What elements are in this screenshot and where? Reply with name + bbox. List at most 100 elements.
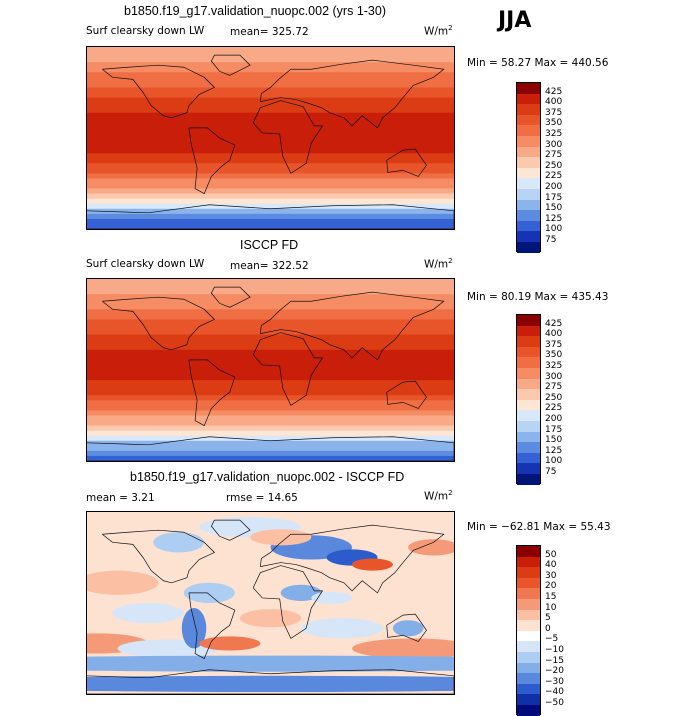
field-anomaly <box>199 636 261 651</box>
field-band <box>87 420 454 427</box>
coastline <box>87 204 454 229</box>
field-band <box>87 153 454 159</box>
field-band <box>87 294 454 300</box>
panel-3-units-exp: 2 <box>448 489 453 497</box>
colorbar-segment <box>517 378 540 390</box>
field-band <box>87 57 454 63</box>
field-band <box>87 47 454 53</box>
panel-2-mean: mean= 322.52 <box>230 260 309 272</box>
field-anomaly <box>408 539 454 556</box>
panel-1-mean: mean= 325.72 <box>230 26 309 38</box>
colorbar-segment <box>517 189 540 201</box>
field-anomaly <box>311 591 353 605</box>
panel-1-map-svg <box>87 47 454 229</box>
field-anomaly <box>153 532 205 553</box>
colorbar-tick-label: 425 <box>545 86 563 97</box>
field-band <box>87 324 454 331</box>
colorbar-segment <box>517 652 540 664</box>
field-band <box>87 329 454 336</box>
colorbar-segment <box>517 421 540 433</box>
field-band <box>87 349 454 356</box>
field-band <box>87 380 454 386</box>
colorbar-segment <box>517 104 540 116</box>
field-band <box>87 309 454 315</box>
field-band <box>87 370 454 376</box>
field-band <box>87 284 454 290</box>
colorbar-tick-label: 400 <box>545 329 563 340</box>
colorbar-segment <box>517 157 540 169</box>
field-band <box>87 97 454 104</box>
field-anomaly <box>352 558 393 571</box>
field-band <box>87 127 454 134</box>
coastline <box>102 529 216 584</box>
coastline <box>188 359 236 427</box>
colorbar-tick-label: 100 <box>545 224 563 235</box>
panel-2-variable-label: Surf clearsky down LW <box>86 258 205 270</box>
field-band <box>87 359 454 366</box>
colorbar-tick-label: 40 <box>545 560 557 571</box>
colorbar-segment <box>517 399 540 411</box>
field-anomaly <box>87 655 454 672</box>
coastline <box>252 332 324 406</box>
colorbar-segment <box>517 474 540 486</box>
colorbar-tick-label: 5 <box>545 613 551 624</box>
colorbar-segment <box>517 452 540 464</box>
field-band <box>87 425 454 432</box>
panel-3-units-base: W/m <box>424 490 449 503</box>
colorbar-tick-label: 125 <box>545 445 563 456</box>
field-band <box>87 334 454 341</box>
colorbar-segment <box>517 83 540 95</box>
coastline <box>102 296 216 351</box>
colorbar-segment <box>517 146 540 158</box>
colorbar-segment <box>517 431 540 443</box>
colorbar-segment <box>517 641 540 653</box>
field-band <box>87 410 454 417</box>
panel-2-units-base: W/m <box>424 258 449 271</box>
colorbar-tick-label: 325 <box>545 361 563 371</box>
colorbar-segment <box>517 220 540 232</box>
colorbar-tick-label: −5 <box>545 634 559 645</box>
field-band <box>87 289 454 295</box>
colorbar-segment <box>517 325 540 337</box>
panel-1-variable-label: Surf clearsky down LW <box>86 25 205 37</box>
colorbar-segment <box>517 178 540 190</box>
colorbar-box <box>516 545 541 716</box>
field-band <box>87 395 454 401</box>
panel-3-units: W/m2 <box>424 489 453 503</box>
colorbar-segment <box>517 368 540 380</box>
field-anomaly <box>250 529 312 546</box>
colorbar-tick-label: 300 <box>545 371 563 382</box>
coastline <box>386 380 427 409</box>
field-band <box>87 168 454 174</box>
colorbar-tick-label: 275 <box>545 150 563 161</box>
colorbar-segment <box>517 389 540 401</box>
field-band <box>87 183 454 190</box>
colorbar-segment <box>517 588 540 600</box>
field-band <box>87 339 454 346</box>
field-band <box>87 319 454 326</box>
colorbar-segment <box>517 125 540 137</box>
field-anomaly <box>181 608 207 649</box>
colorbar-segment <box>517 357 540 369</box>
field-band <box>87 435 454 442</box>
colorbar-segment <box>517 556 540 568</box>
colorbar-tick-label: 150 <box>545 435 563 446</box>
panel-2-field <box>87 279 454 461</box>
colorbar-segment <box>517 662 540 674</box>
panel-2-map-svg <box>87 279 454 461</box>
colorbar-tick-label: 250 <box>545 392 563 403</box>
field-anomaly <box>392 620 424 637</box>
field-band <box>87 354 454 361</box>
field-band <box>87 375 454 381</box>
field-band <box>87 178 454 185</box>
colorbar-tick-label: 225 <box>545 403 563 414</box>
field-band <box>87 455 454 461</box>
coastline <box>259 59 445 129</box>
field-band <box>87 72 454 78</box>
colorbar-tick-label: 75 <box>545 235 557 245</box>
colorbar-segment <box>517 136 540 148</box>
panel-1-units-exp: 2 <box>448 24 453 32</box>
colorbar-tick-label: 325 <box>545 129 563 139</box>
field-band <box>87 148 454 154</box>
colorbar-segment <box>517 114 540 126</box>
